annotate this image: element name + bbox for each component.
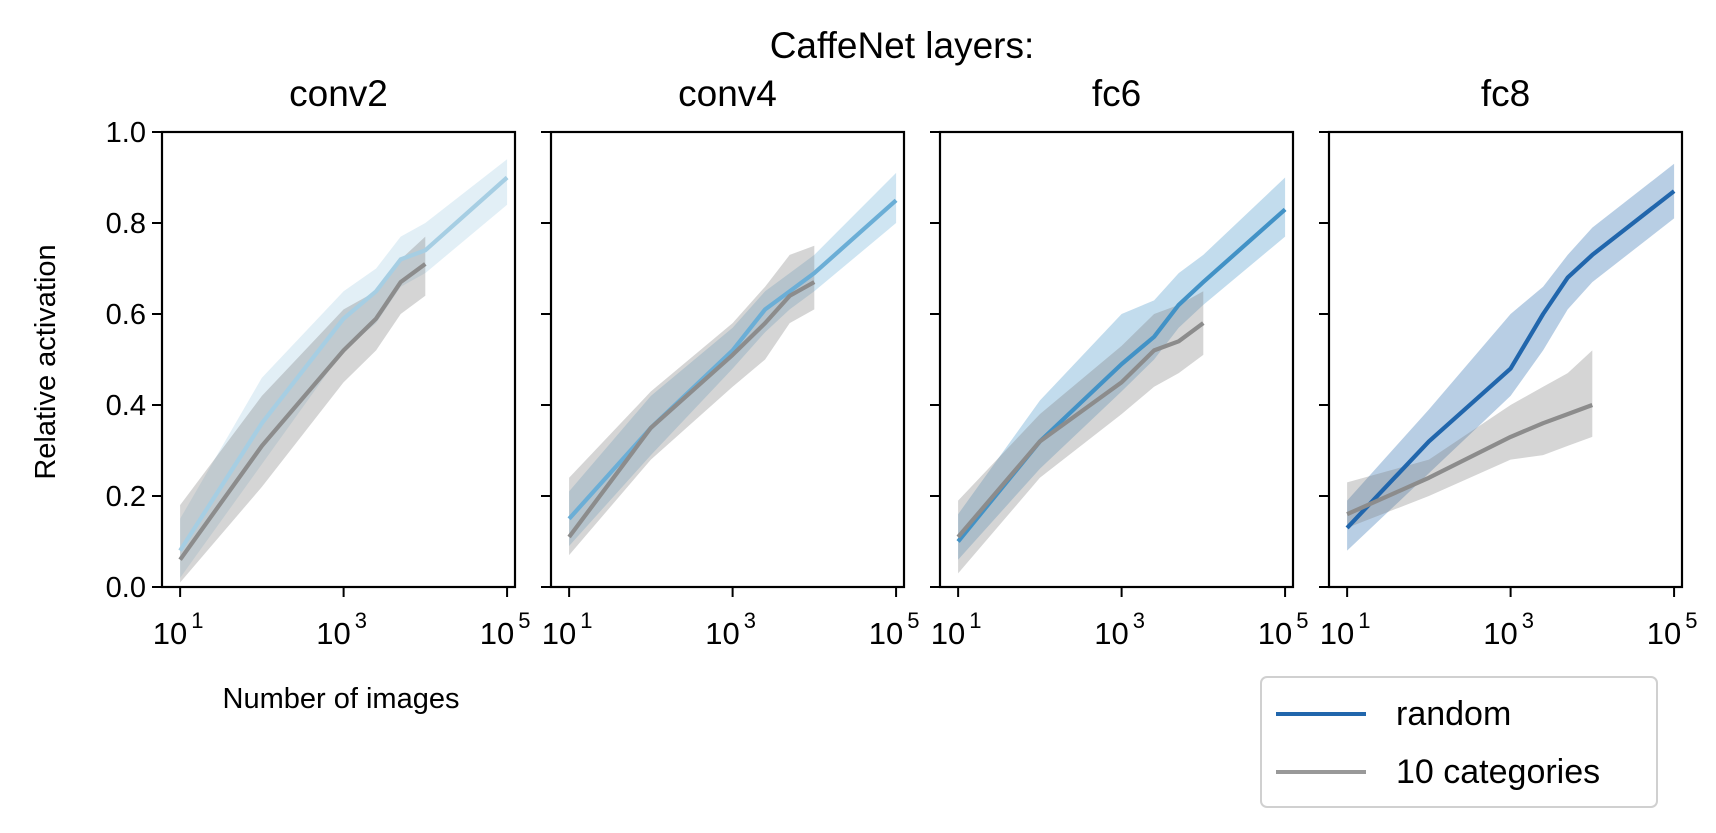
random-band-fc8 (1347, 163, 1675, 551)
x-tick-label-conv4-0: 10 1 (542, 608, 593, 651)
legend-label-random: random (1396, 694, 1512, 733)
x-tick-label-conv2-2: 10 5 (480, 608, 531, 651)
panel-conv4: conv4 10 1 10 3 10 5 (541, 73, 919, 651)
panel-fc6: fc6 10 1 10 3 10 5 (930, 73, 1308, 651)
y-tick-label-0: 0.0 (106, 572, 146, 604)
x-tick-label-fc8-0: 10 1 (1320, 608, 1371, 651)
panel-frame-conv2 (160, 130, 517, 589)
categories-band-conv4 (569, 245, 815, 556)
x-tick-label-conv4-1: 10 3 (705, 608, 756, 651)
legend-item-random: random (1276, 694, 1511, 734)
categories-band-fc8 (1347, 350, 1593, 528)
x-tick-label-fc8-2: 10 5 (1647, 608, 1698, 651)
panel-frame-fc6 (938, 130, 1295, 589)
categories-band-conv2 (180, 236, 426, 583)
random-band-fc6 (958, 177, 1286, 560)
panel-title-fc8: fc8 (1481, 73, 1530, 114)
x-tick-label-conv2-1: 10 3 (316, 608, 367, 651)
panel-frame-fc8 (1327, 130, 1684, 589)
panel-frame-conv4 (549, 130, 906, 589)
random-band-conv4 (569, 172, 897, 546)
x-tick-label-fc6-1: 10 3 (1094, 608, 1145, 651)
x-tick-label-fc8-1: 10 3 (1483, 608, 1534, 651)
y-tick-label-5: 1.0 (106, 117, 146, 149)
panel-fc8: fc8 10 1 10 3 10 5 (1319, 73, 1697, 651)
x-tick-label-fc6-2: 10 5 (1258, 608, 1309, 651)
panel-conv2: conv2 0.0 0.2 0.4 0.6 0.8 1.0 10 1 10 3 10 5 (106, 73, 531, 651)
panel-title-fc6: fc6 (1092, 73, 1141, 114)
categories-band-fc6 (958, 291, 1204, 574)
legend-label-categories: 10 categories (1396, 752, 1601, 791)
random-band-conv2 (180, 159, 508, 578)
panel-title-conv2: conv2 (289, 73, 388, 114)
x-tick-label-conv2-0: 10 1 (153, 608, 204, 651)
legend-item-categories: 10 categories (1276, 752, 1600, 792)
categories-line-conv4 (567, 280, 816, 539)
legend-swatch-random (1276, 712, 1366, 716)
y-tick-label-4: 0.8 (106, 208, 146, 240)
random-line-fc8 (1345, 189, 1676, 530)
x-axis-label: Number of images (223, 683, 460, 715)
y-axis-label: Relative activation (30, 244, 62, 479)
categories-line-conv2 (178, 262, 427, 561)
random-line-conv2 (178, 175, 509, 552)
x-tick-label-fc6-0: 10 1 (931, 608, 982, 651)
categories-line-fc8 (1346, 403, 1594, 517)
suptitle: CaffeNet layers: (770, 25, 1035, 66)
x-tick-label-conv4-2: 10 5 (869, 608, 920, 651)
panel-title-conv4: conv4 (678, 73, 777, 114)
y-tick-label-1: 0.2 (106, 481, 146, 513)
legend: random 10 categories (1260, 676, 1658, 808)
y-tick-label-2: 0.4 (106, 390, 146, 422)
y-tick-label-3: 0.6 (106, 299, 146, 331)
legend-swatch-categories (1276, 770, 1366, 774)
categories-line-fc6 (956, 321, 1205, 539)
